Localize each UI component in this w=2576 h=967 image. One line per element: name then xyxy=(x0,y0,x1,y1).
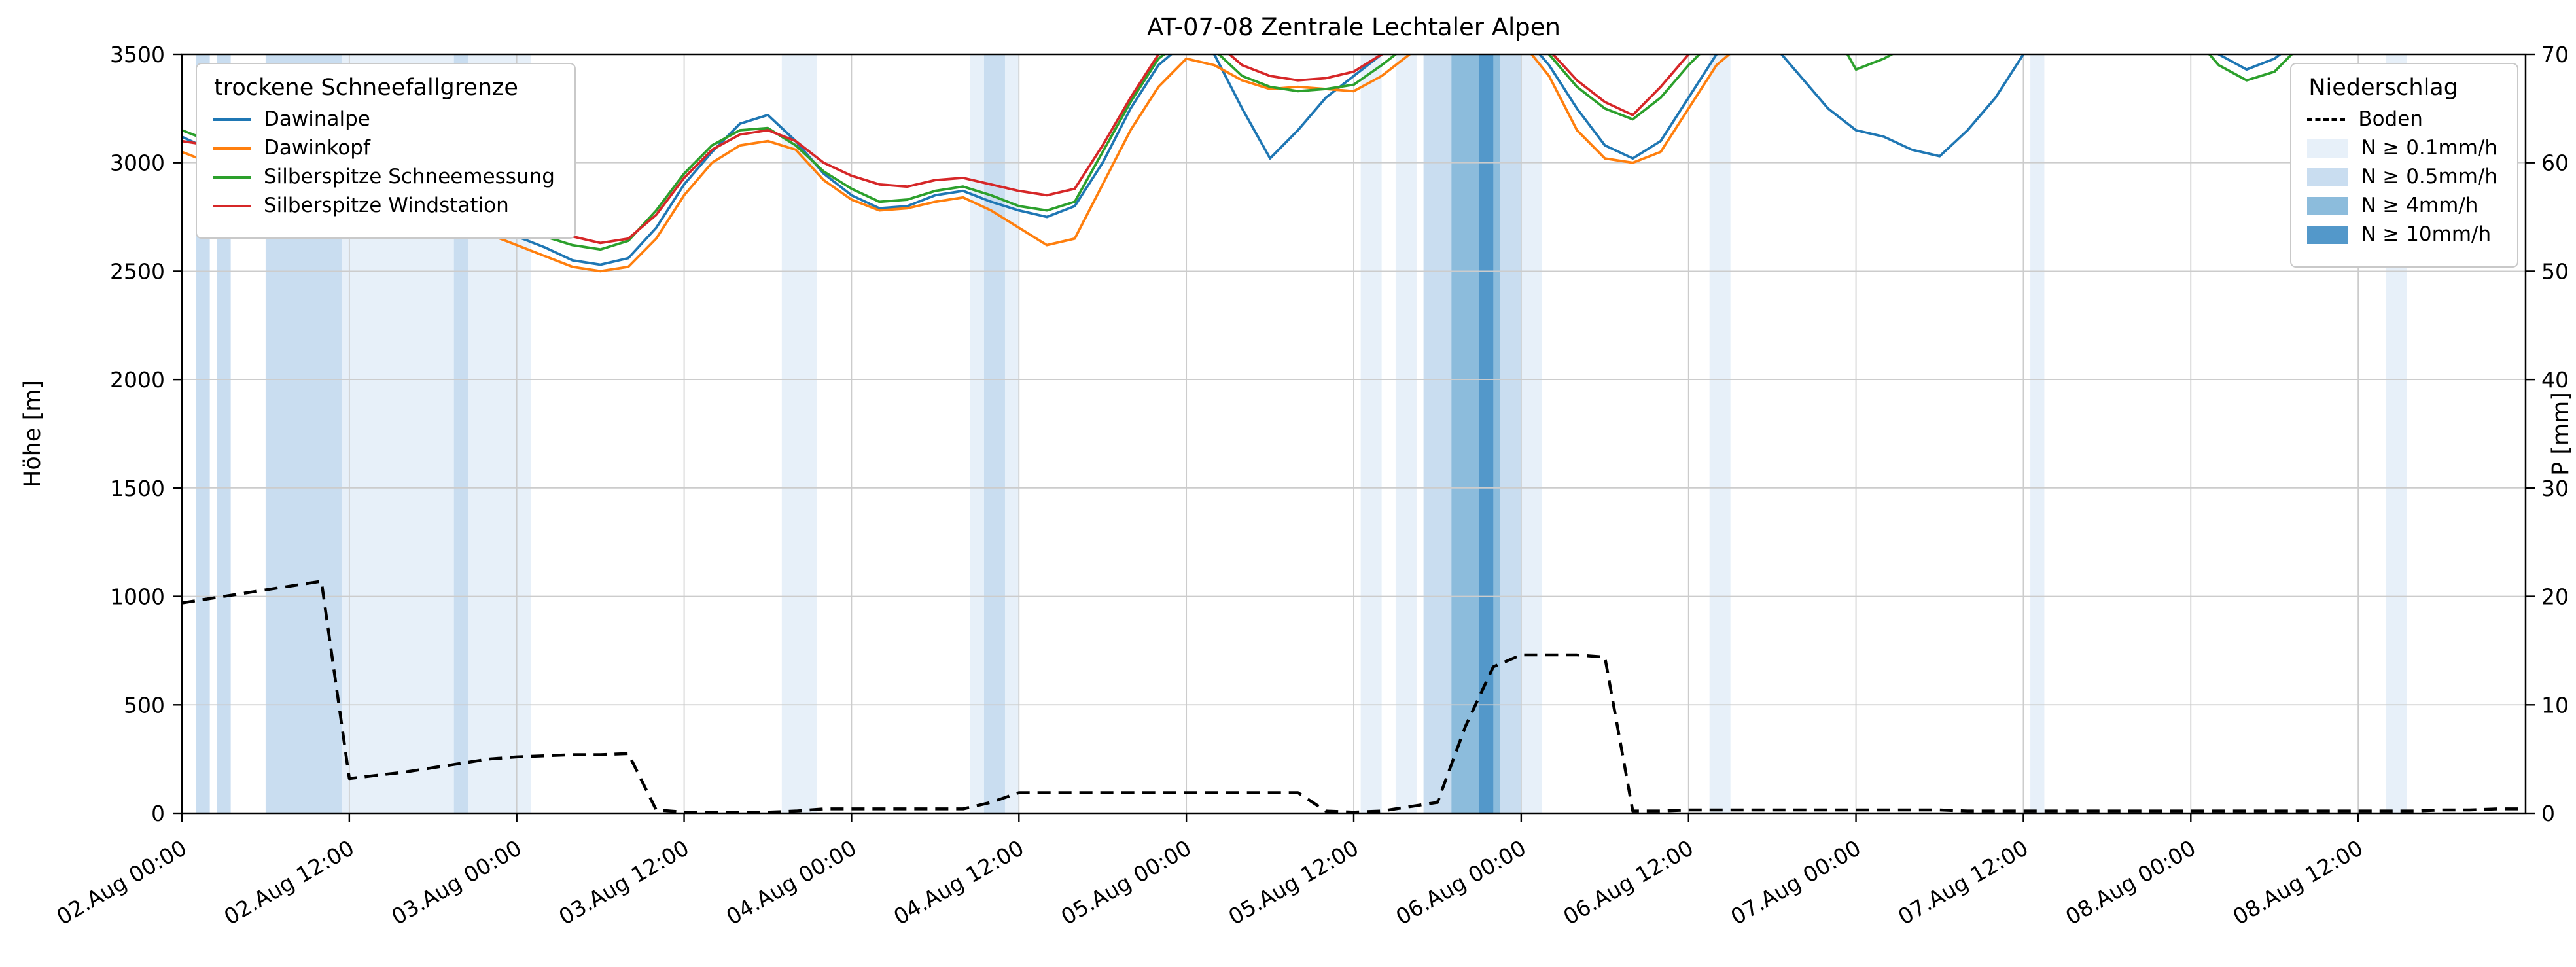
x-tick-label: 07.Aug 12:00 xyxy=(1894,835,2032,930)
legend-snowline: trockene Schneefallgrenze Dawinalpe Dawi… xyxy=(196,63,576,239)
line-swatch-dawinalpe xyxy=(213,118,251,121)
x-tick-label: 05.Aug 12:00 xyxy=(1224,835,1363,930)
y-left-tick-label: 3000 xyxy=(110,150,165,176)
precip-band xyxy=(1423,54,1452,813)
legend-label-n-0-1: N ≥ 0.1mm/h xyxy=(2361,136,2497,160)
legend-item-silberspitze-windstation: Silberspitze Windstation xyxy=(213,196,555,216)
y-right-tick-label: 0 xyxy=(2541,801,2555,826)
legend-label-n-4: N ≥ 4mm/h xyxy=(2361,194,2479,217)
legend-label-silberspitze-windstation: Silberspitze Windstation xyxy=(264,194,509,217)
x-tick-label: 03.Aug 12:00 xyxy=(554,835,693,930)
x-tick-label: 04.Aug 12:00 xyxy=(889,835,1028,930)
x-tick-label: 07.Aug 00:00 xyxy=(1726,835,1865,930)
precip-band xyxy=(1500,54,1521,813)
y-right-tick-label: 20 xyxy=(2541,584,2569,610)
x-tick-label: 05.Aug 00:00 xyxy=(1057,835,1195,930)
series-line-silberspitze-schneemessung xyxy=(182,54,2294,251)
x-tick-label: 06.Aug 00:00 xyxy=(1392,835,1530,930)
legend-item-n-0-1: N ≥ 0.1mm/h xyxy=(2307,138,2497,158)
line-swatch-dawinkopf xyxy=(213,147,251,150)
y-left-tick-label: 2500 xyxy=(110,258,165,284)
y-right-tick-label: 30 xyxy=(2541,476,2569,501)
x-tick-label: 02.Aug 12:00 xyxy=(220,835,359,930)
y-left-tick-label: 1500 xyxy=(110,476,165,501)
series-line-dawinkopf xyxy=(182,54,1731,273)
precip-band xyxy=(983,54,1005,813)
legend-label-dawinalpe: Dawinalpe xyxy=(264,107,370,131)
legend-label-n-10: N ≥ 10mm/h xyxy=(2361,222,2492,246)
precip-bands xyxy=(196,54,2407,813)
line-swatch-silberspitze-windstation xyxy=(213,204,251,207)
legend-label-n-0-5: N ≥ 0.5mm/h xyxy=(2361,165,2497,188)
y-right-tick-label: 10 xyxy=(2541,692,2569,718)
band-swatch-n-4 xyxy=(2307,196,2348,215)
y-right-tick-label: 40 xyxy=(2541,367,2569,393)
y-right-tick-label: 60 xyxy=(2541,150,2569,176)
band-swatch-n-0-5 xyxy=(2307,167,2348,186)
precip-band xyxy=(1395,54,1417,813)
legend-item-n-10: N ≥ 10mm/h xyxy=(2307,224,2497,245)
legend-item-boden: Boden xyxy=(2307,109,2497,130)
x-tick-label: 08.Aug 12:00 xyxy=(2229,835,2367,930)
y-axis-label-hoehe: Höhe [m] xyxy=(20,380,46,487)
precip-band xyxy=(1479,54,1494,813)
precip-band xyxy=(1521,54,1542,813)
line-swatch-silberspitze-schneemessung xyxy=(213,175,251,179)
legend-label-silberspitze-schneemessung: Silberspitze Schneemessung xyxy=(264,165,555,188)
y-right-tick-label: 70 xyxy=(2541,42,2569,67)
y-axis-label-p: P [mm] xyxy=(2548,392,2574,476)
chart-title: AT-07-08 Zentrale Lechtaler Alpen xyxy=(1146,13,1561,41)
x-tick-label: 08.Aug 00:00 xyxy=(2061,835,2200,930)
legend-precip-title: Niederschlag xyxy=(2308,75,2458,101)
band-swatch-n-0-1 xyxy=(2307,139,2348,158)
y-left-tick-label: 2000 xyxy=(110,367,165,393)
dashed-line-swatch-boden xyxy=(2307,118,2346,121)
y-left-tick-label: 500 xyxy=(124,692,165,718)
precip-band xyxy=(217,54,231,813)
precip-band xyxy=(1709,54,1731,813)
legend-item-n-0-5: N ≥ 0.5mm/h xyxy=(2307,167,2497,187)
legend-precipitation: Niederschlag Boden N ≥ 0.1mm/h N ≥ 0.5mm… xyxy=(2290,63,2518,268)
x-tick-label: 02.Aug 00:00 xyxy=(52,835,191,930)
band-swatch-n-10 xyxy=(2307,225,2348,244)
y-left-tick-label: 1000 xyxy=(110,584,165,610)
precip-band xyxy=(196,54,210,813)
series-line-dawinalpe xyxy=(182,54,2282,266)
precip-band xyxy=(781,54,817,813)
x-tick-label: 03.Aug 00:00 xyxy=(387,835,526,930)
y-right-tick-label: 50 xyxy=(2541,258,2569,284)
legend-snowline-title: trockene Schneefallgrenze xyxy=(214,75,518,101)
legend-item-dawinkopf: Dawinkopf xyxy=(213,138,555,158)
precip-band xyxy=(1360,54,1382,813)
boden-line xyxy=(182,580,2526,813)
y-left-tick-label: 3500 xyxy=(110,42,165,67)
legend-label-boden: Boden xyxy=(2358,107,2423,131)
legend-item-dawinalpe: Dawinalpe xyxy=(213,109,555,130)
x-tick-label: 04.Aug 00:00 xyxy=(722,835,860,930)
legend-label-dawinkopf: Dawinkopf xyxy=(264,136,370,160)
legend-item-silberspitze-schneemessung: Silberspitze Schneemessung xyxy=(213,167,555,187)
precip-band xyxy=(2030,54,2045,813)
x-tick-label: 06.Aug 12:00 xyxy=(1559,835,1698,930)
legend-item-n-4: N ≥ 4mm/h xyxy=(2307,196,2497,216)
precip-band xyxy=(453,54,468,813)
y-left-tick-label: 0 xyxy=(151,801,165,826)
